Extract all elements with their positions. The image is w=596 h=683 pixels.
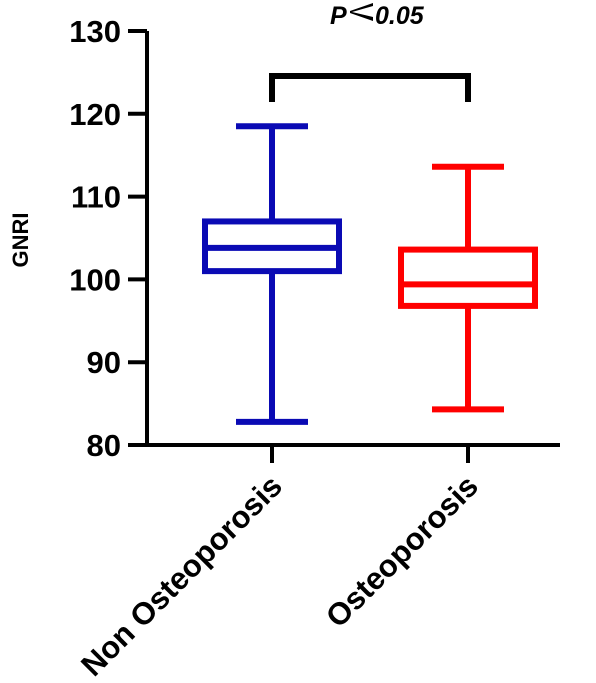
- p-value-annotation: P 0.05: [330, 2, 425, 30]
- x-category-label: Osteoporosis: [319, 468, 485, 634]
- box-non-osteoporosis: [202, 123, 342, 425]
- p-value-prefix: P: [330, 2, 347, 30]
- x-category-label: Non Osteoporosis: [74, 468, 289, 683]
- y-axis-title: GNRI: [8, 213, 33, 268]
- y-tick-label: 80: [87, 428, 121, 463]
- y-tick-label: 120: [69, 97, 121, 132]
- box-osteoporosis: [398, 163, 538, 413]
- x-axis-ticks: [270, 445, 470, 463]
- significance-bracket: [269, 73, 471, 102]
- x-category-labels: Non Osteoporosis Osteoporosis: [74, 468, 485, 683]
- p-value-threshold: 0.05: [375, 2, 425, 30]
- y-tick-label: 90: [87, 345, 121, 380]
- box-series: [202, 123, 538, 425]
- y-axis-ticks: 80 90 100 110 120 130: [69, 14, 147, 463]
- y-tick-label: 110: [71, 180, 121, 215]
- less-than-symbol: [350, 3, 373, 21]
- y-tick-label: 130: [69, 14, 121, 49]
- y-tick-label: 100: [69, 262, 121, 297]
- iqr-box: [398, 246, 538, 309]
